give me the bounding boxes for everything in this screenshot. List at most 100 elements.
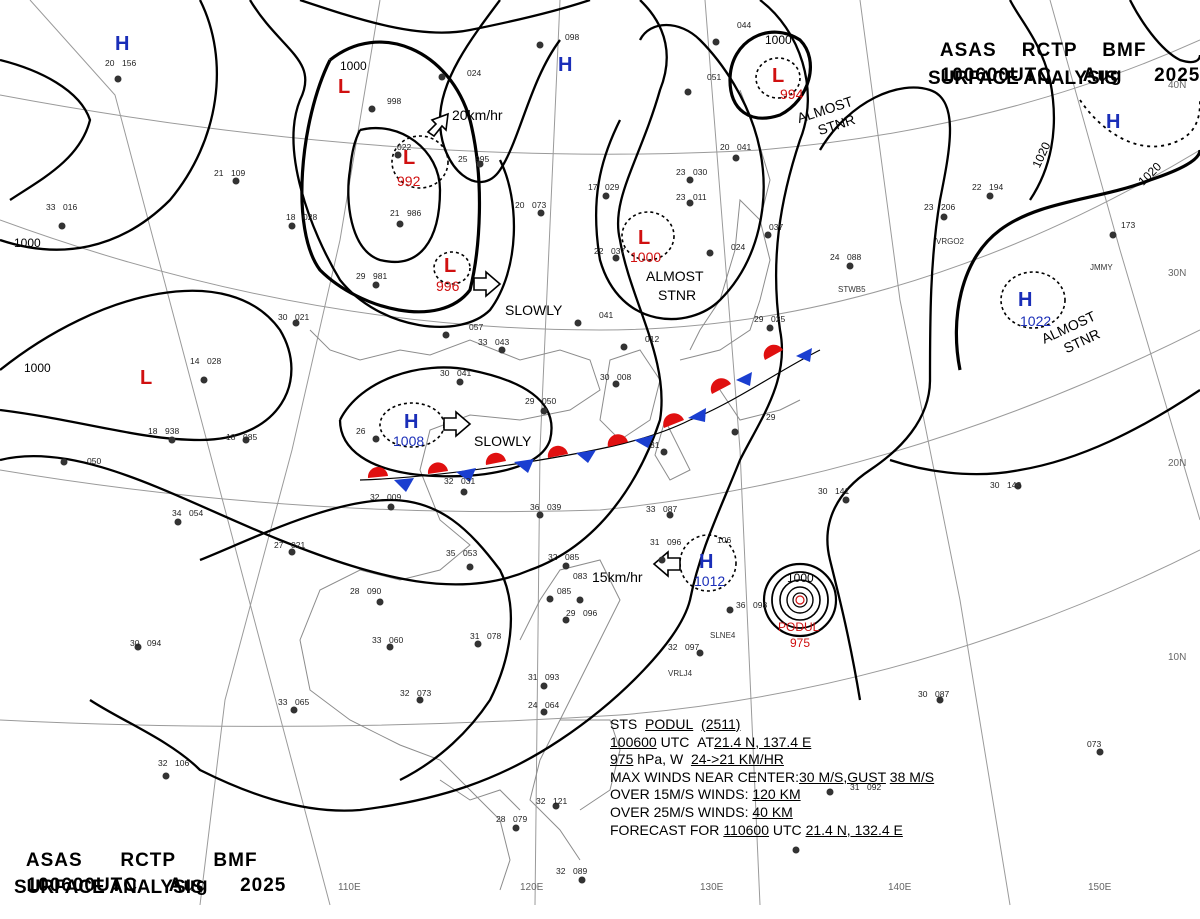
station-pressure: 079 bbox=[513, 814, 527, 824]
station-temperature: 33 bbox=[478, 337, 488, 347]
pressure-value-1022: 1022 bbox=[1020, 313, 1051, 329]
station-pressure: 087 bbox=[663, 504, 677, 514]
header-agency: ASAS bbox=[25, 850, 83, 871]
storm-info-line-pressure: 975 hPa, W 24->21 KM/HR bbox=[610, 751, 784, 768]
station-pressure: 009 bbox=[387, 492, 401, 502]
header-office: RCTP bbox=[1021, 40, 1078, 61]
station-temperature: 34 bbox=[172, 508, 182, 518]
lon-label-120e: 120E bbox=[520, 882, 544, 893]
station-temperature: 27 bbox=[274, 540, 284, 550]
low-center-996: L bbox=[444, 255, 456, 277]
station-temperature: 30 bbox=[440, 368, 450, 378]
station-temperature: 31 bbox=[470, 631, 480, 641]
typhoon-pressure: 975 bbox=[790, 636, 810, 650]
lon-label-130e: 130E bbox=[700, 882, 724, 893]
station-pressure: 092 bbox=[867, 782, 881, 792]
station-temperature: 32 bbox=[536, 796, 546, 806]
header-top-time: 100600UTC Aug 2025 bbox=[928, 41, 1200, 87]
station-temperature: 35 bbox=[446, 548, 456, 558]
station-pressure: 021 bbox=[291, 540, 305, 550]
station-pressure: 998 bbox=[387, 96, 401, 106]
low-center-west: L bbox=[140, 367, 152, 389]
header-year: 2025 bbox=[1154, 65, 1200, 86]
isobar-label: 1000 bbox=[14, 236, 41, 250]
typhoon-marker: 1000 PODUL 975 bbox=[778, 571, 820, 650]
station-symbols bbox=[58, 38, 1117, 884]
high-center-north: H bbox=[558, 54, 572, 76]
lon-label-150e: 150E bbox=[1088, 882, 1112, 893]
station-pressure: 053 bbox=[463, 548, 477, 558]
storm-info-line-name: STS PODUL (2511) bbox=[610, 716, 741, 732]
station-pressure: 986 bbox=[407, 208, 421, 218]
station-pressure: 121 bbox=[553, 796, 567, 806]
station-pressure: 143 bbox=[1007, 480, 1021, 490]
station-pressure: 021 bbox=[295, 312, 309, 322]
lat-label-30n: 30N bbox=[1168, 268, 1186, 279]
station-pressure: 088 bbox=[847, 252, 861, 262]
header-top-title: SURFACE ANALYSIS bbox=[928, 68, 1118, 89]
header-office: RCTP bbox=[120, 850, 176, 871]
station-pressure: 025 bbox=[771, 314, 785, 324]
station-pressure: 085 bbox=[243, 432, 257, 442]
dashed-isobars bbox=[379, 57, 1066, 592]
stationary-front bbox=[359, 344, 821, 492]
station-pressure: 008 bbox=[617, 372, 631, 382]
storm-info-line-forecast: FORECAST FOR 110600 UTC 21.4 N, 132.4 E bbox=[610, 821, 903, 838]
station-pressure: 109 bbox=[231, 168, 245, 178]
station-plots: 20 156 098 044 024 998 051 21 109 022 25 995 20 041 33… bbox=[46, 20, 1135, 876]
header-org: BMF bbox=[213, 850, 258, 871]
storm-info-line-25ms: OVER 25M/S WINDS: 40 KM bbox=[610, 803, 793, 820]
station-pressure: 064 bbox=[545, 700, 559, 710]
station-pressure: 093 bbox=[545, 672, 559, 682]
storm-info-line-max-winds: MAX WINDS NEAR CENTER:30 M/S,GUST 38 M/S bbox=[610, 768, 935, 785]
station-code: SLNE4 bbox=[710, 631, 736, 640]
station-code: VRLJ4 bbox=[668, 669, 693, 678]
station-temperature: 29 bbox=[754, 314, 764, 324]
header-org: BMF bbox=[1102, 40, 1147, 61]
station-temperature: 23 bbox=[676, 192, 686, 202]
station-pressure: 156 bbox=[122, 58, 136, 68]
station-pressure: 024 bbox=[731, 242, 745, 252]
station-temperature: 31 bbox=[850, 782, 860, 792]
station-pressure: 028 bbox=[207, 356, 221, 366]
station-temperature: 32 bbox=[668, 642, 678, 652]
station-pressure: 085 bbox=[557, 586, 571, 596]
station-pressure: 024 bbox=[467, 68, 481, 78]
pressure-value-992: 992 bbox=[397, 173, 421, 189]
station-temperature: 32 bbox=[400, 688, 410, 698]
station-temperature: 21 bbox=[214, 168, 224, 178]
lat-label-40n: 40N bbox=[1168, 80, 1186, 91]
station-pressure: 041 bbox=[737, 142, 751, 152]
station-temperature: 31 bbox=[528, 672, 538, 682]
station-pressure: 981 bbox=[373, 271, 387, 281]
station-temperature: 25 bbox=[458, 154, 468, 164]
station-pressure: 089 bbox=[573, 866, 587, 876]
storm-info-box: STS PODUL (2511) 100600 UTC AT21.4 N, 13… bbox=[610, 716, 934, 839]
station-temperature: 22 bbox=[594, 246, 604, 256]
station-temperature: 23 bbox=[924, 202, 934, 212]
station-pressure: 106 bbox=[175, 758, 189, 768]
station-pressure: 043 bbox=[495, 337, 509, 347]
station-temperature: 29 bbox=[566, 608, 576, 618]
station-pressure: 039 bbox=[547, 502, 561, 512]
isobar-label: 1000 bbox=[24, 361, 51, 375]
station-pressure: 206 bbox=[941, 202, 955, 212]
header-bottom-title: SURFACE ANALYSIS bbox=[14, 877, 204, 898]
station-pressure: 065 bbox=[295, 697, 309, 707]
pressure-value-996: 996 bbox=[436, 278, 460, 294]
station-temperature: 29 bbox=[766, 412, 776, 422]
station-temperature: 29 bbox=[356, 271, 366, 281]
high-center-1008: H bbox=[404, 411, 418, 433]
station-temperature: 33 bbox=[278, 697, 288, 707]
pressure-value-1008: 1008 bbox=[393, 433, 424, 449]
typhoon-isobar-label: 1000 bbox=[787, 571, 814, 585]
station-pressure: 087 bbox=[935, 689, 949, 699]
header-time: 100600UTC bbox=[940, 65, 1053, 86]
header-year: 2025 bbox=[240, 875, 287, 896]
station-temperature: 21 bbox=[390, 208, 400, 218]
station-temperature: 20 bbox=[720, 142, 730, 152]
station-temperature: 32 bbox=[158, 758, 168, 768]
station-pressure: 098 bbox=[753, 600, 767, 610]
station-temperature: 23 bbox=[676, 167, 686, 177]
